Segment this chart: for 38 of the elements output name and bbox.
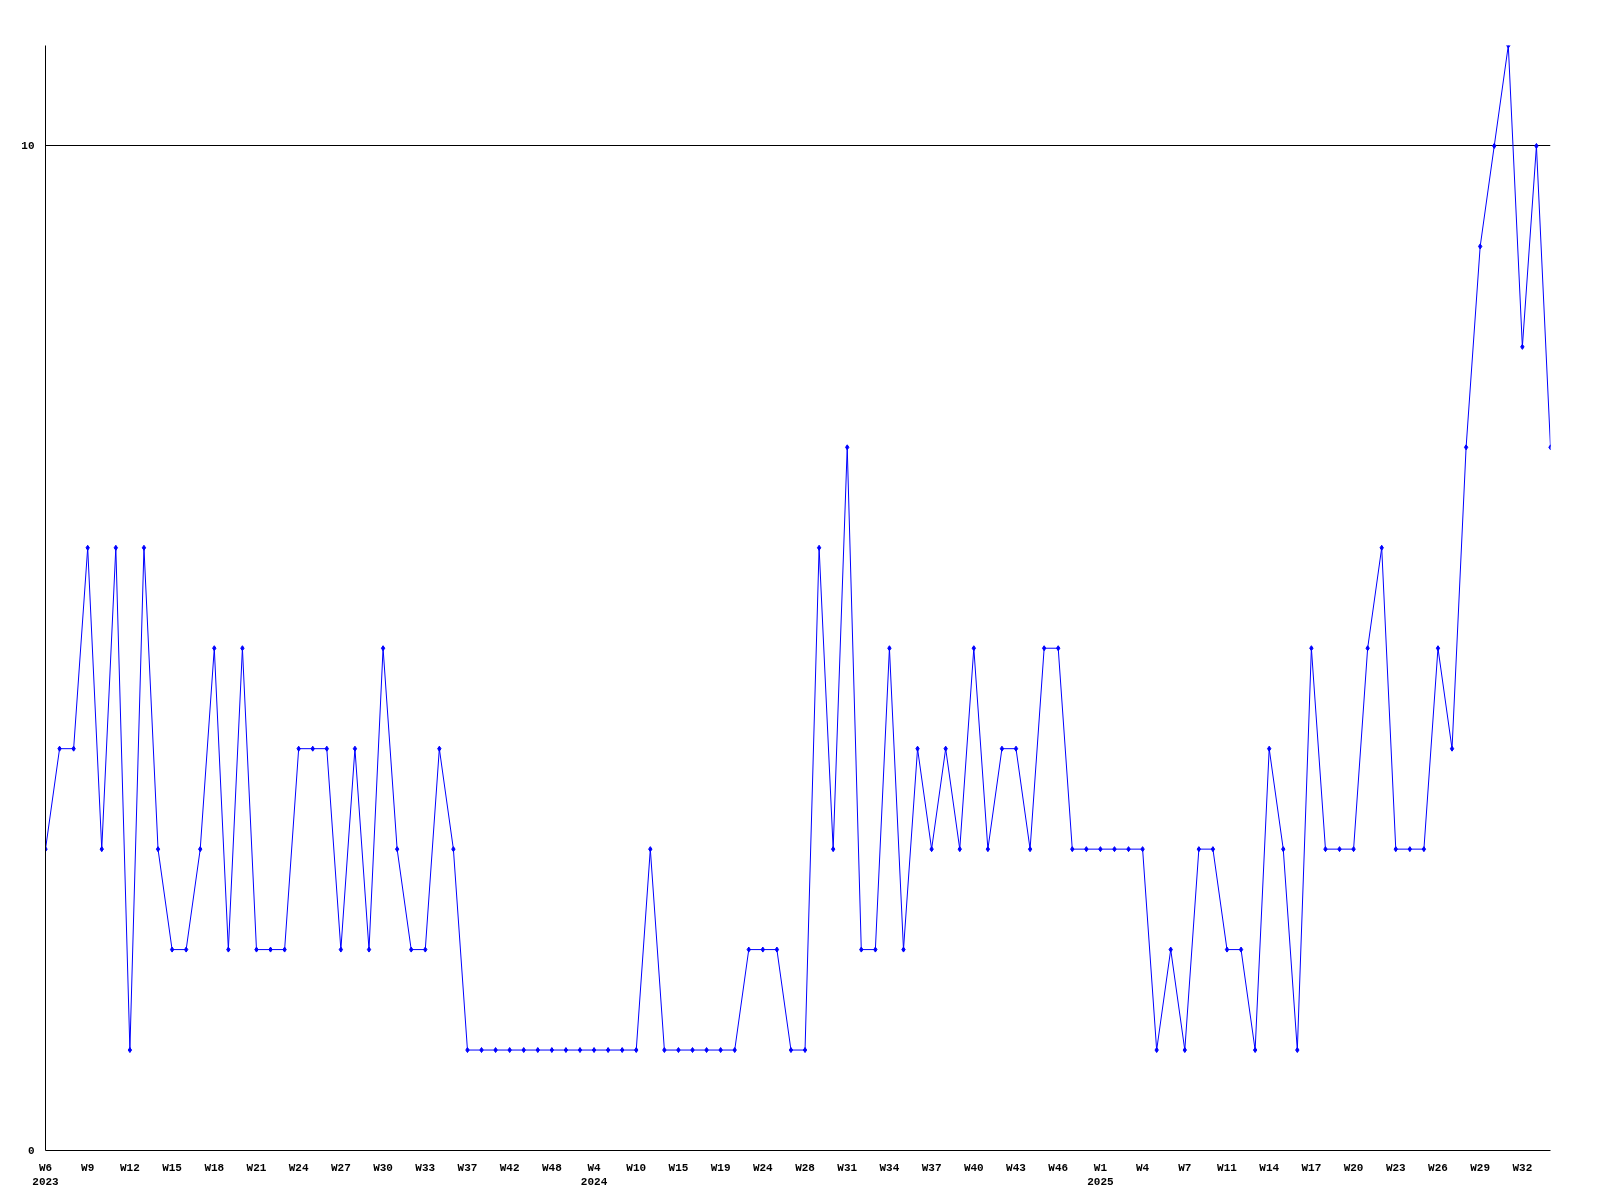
x-tick-label: W42 — [499, 1161, 520, 1174]
x-tick-label: W10 — [626, 1161, 647, 1174]
x-tick-label: W46 — [1048, 1161, 1069, 1174]
x-tick-label: W15 — [162, 1161, 183, 1174]
x-tick-label: W4 2024 — [580, 1161, 608, 1188]
x-tick-label: W21 — [246, 1161, 267, 1174]
x-tick-label: W34 — [879, 1161, 900, 1174]
x-tick-label: W15 — [668, 1161, 689, 1174]
y-tick-label: 10 — [21, 140, 35, 153]
x-tick-label: W23 — [1385, 1161, 1407, 1174]
x-tick-label: W17 — [1301, 1161, 1322, 1174]
y-tick-label: 0 — [27, 1145, 35, 1157]
x-tick-label: W14 — [1259, 1161, 1280, 1174]
x-tick-label: W20 — [1343, 1161, 1364, 1174]
x-tick-label: W27 — [330, 1161, 351, 1174]
x-tick-label: W26 — [1428, 1161, 1448, 1174]
x-tick-label: W7 — [1178, 1161, 1192, 1174]
x-tick-label: W1 2025 — [1087, 1161, 1115, 1188]
x-tick-label: W37 — [921, 1161, 942, 1174]
x-tick-label: W28 — [795, 1161, 816, 1174]
x-tick-label: W24 — [288, 1161, 309, 1174]
x-tick-label: W6 2023 — [32, 1161, 60, 1188]
x-tick-label: W33 — [415, 1161, 436, 1174]
x-tick-label: W12 — [119, 1161, 140, 1174]
x-tick-label: W30 — [373, 1161, 393, 1174]
x-tick-label: W4 — [1136, 1161, 1150, 1174]
x-tick-label: W9 — [81, 1161, 95, 1174]
x-tick-label: W32 — [1512, 1161, 1533, 1174]
x-tick-label: W40 — [963, 1161, 984, 1174]
x-tick-label: W24 — [752, 1161, 774, 1174]
x-tick-label: W31 — [837, 1161, 858, 1174]
x-tick-label: W37 — [457, 1161, 478, 1174]
x-tick-label: W19 — [710, 1161, 731, 1174]
x-tick-label: W18 — [204, 1161, 225, 1174]
x-tick-label: W48 — [541, 1161, 563, 1174]
x-tick-label: W29 — [1470, 1161, 1491, 1174]
x-tick-label: W43 — [1006, 1161, 1027, 1174]
x-tick-label: W11 — [1217, 1161, 1238, 1174]
